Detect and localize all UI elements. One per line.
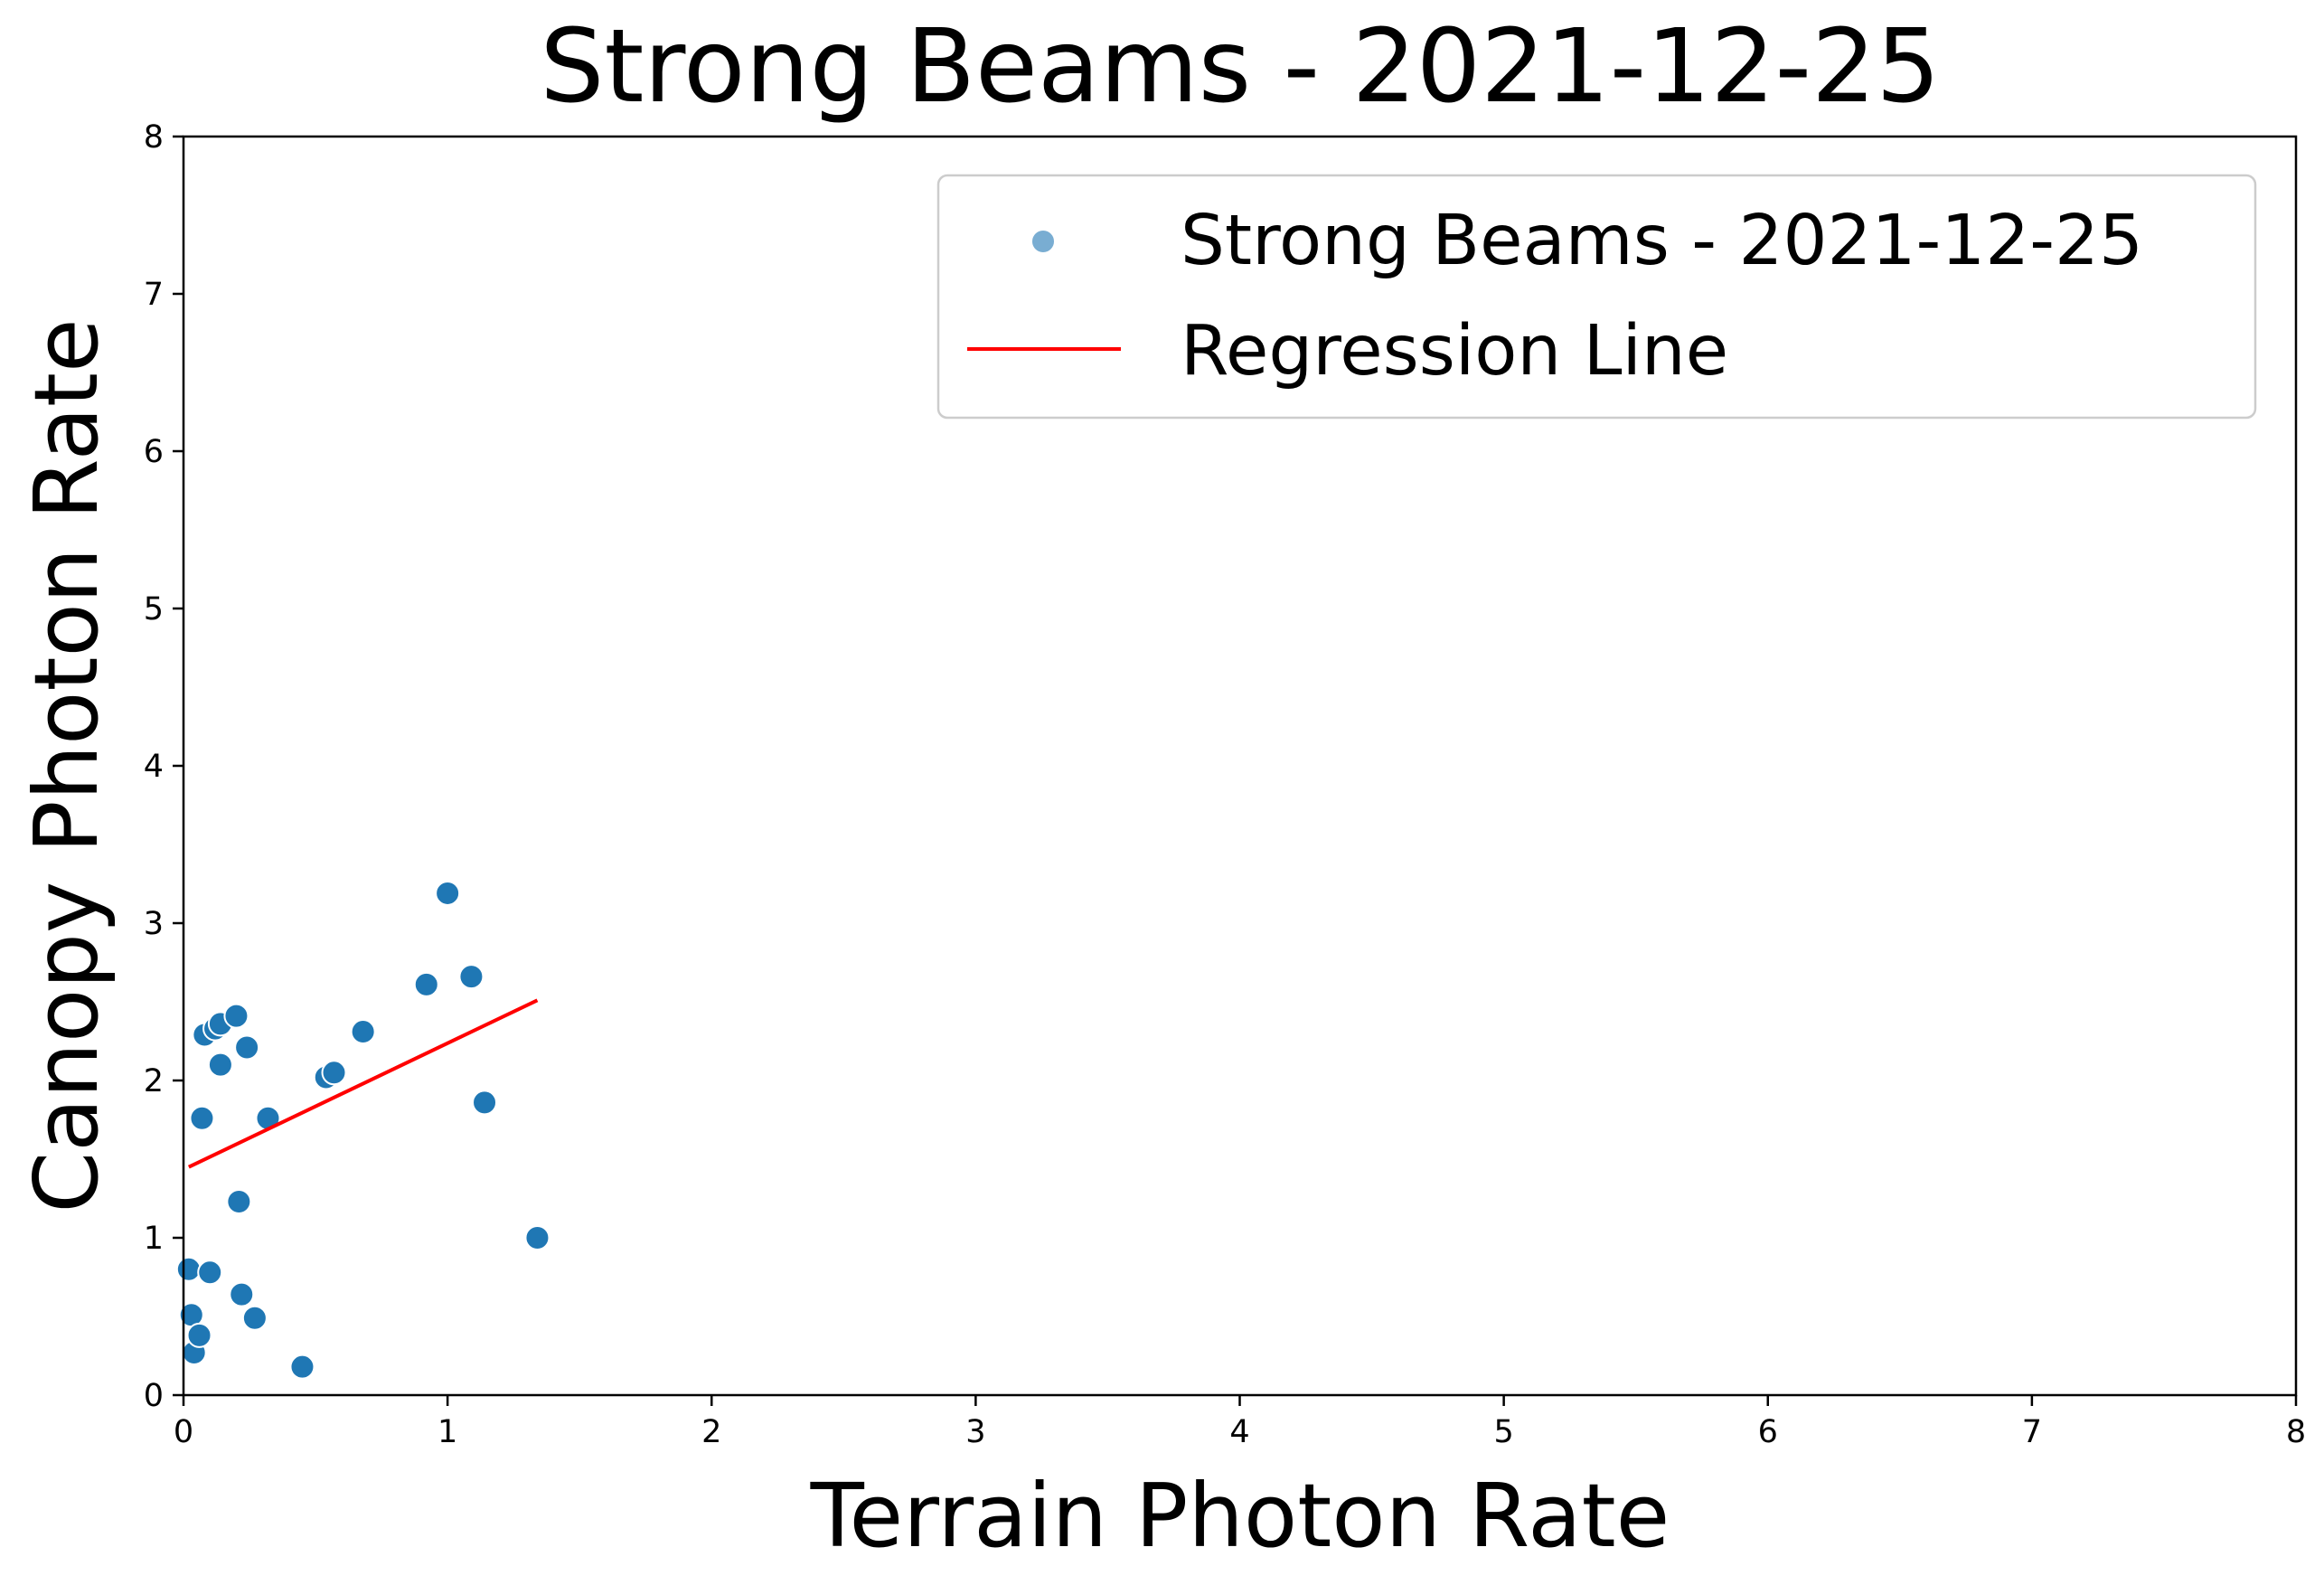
plot-frame	[182, 135, 2298, 1397]
y-tick-label: 7	[144, 277, 164, 313]
legend-label-line: Regression Line	[1181, 311, 1728, 392]
data-point	[234, 1034, 260, 1061]
data-point	[175, 1256, 202, 1282]
legend: Strong Beams - 2021-12-25 Regression Lin…	[936, 174, 2257, 420]
y-axis-label: Canopy Photon Rate	[15, 318, 118, 1212]
data-point	[186, 1322, 212, 1348]
data-point	[524, 1225, 550, 1250]
data-point	[350, 1019, 376, 1045]
data-point	[207, 1052, 233, 1078]
chart-title: Strong Beams - 2021-12-25	[540, 8, 1940, 126]
x-tick-label: 6	[1758, 1414, 1778, 1450]
data-point	[226, 1188, 252, 1214]
data-point	[289, 1354, 315, 1380]
x-tick-label: 4	[1229, 1414, 1249, 1450]
plot-area: 0 1 2 3 4 5 6 7 8 0 1 2 3 4 5 6 7 8	[144, 119, 2306, 1450]
data-point	[458, 964, 485, 990]
legend-label-scatter: Strong Beams - 2021-12-25	[1181, 201, 2143, 281]
x-tick-label: 3	[965, 1414, 985, 1450]
regression-line	[187, 998, 539, 1169]
data-point	[241, 1305, 268, 1331]
data-point	[413, 971, 439, 997]
y-tick-label: 2	[144, 1063, 164, 1099]
y-tick-label: 8	[144, 119, 164, 156]
data-point	[472, 1090, 498, 1116]
x-tick-label: 0	[174, 1414, 193, 1450]
x-tick-label: 7	[2022, 1414, 2042, 1450]
y-tick-label: 1	[144, 1221, 164, 1257]
x-tick-label: 5	[1493, 1414, 1513, 1450]
x-axis-label: Terrain Photon Rate	[810, 1465, 1670, 1567]
y-tick-label: 5	[144, 591, 164, 627]
legend-marker-scatter	[1030, 229, 1056, 254]
x-tick-label: 8	[2286, 1414, 2306, 1450]
data-point	[197, 1260, 223, 1286]
x-tick-label: 2	[701, 1414, 721, 1450]
y-tick-label: 0	[144, 1378, 164, 1414]
data-point	[321, 1060, 347, 1086]
x-tick-label: 1	[438, 1414, 457, 1450]
data-point	[189, 1105, 215, 1131]
legend-frame	[936, 174, 2257, 420]
data-point	[435, 880, 461, 906]
y-tick-label: 4	[144, 749, 164, 785]
y-tick-label: 6	[144, 434, 164, 470]
y-tick-label: 3	[144, 906, 164, 942]
data-point	[229, 1281, 255, 1307]
data-point	[223, 1003, 249, 1029]
